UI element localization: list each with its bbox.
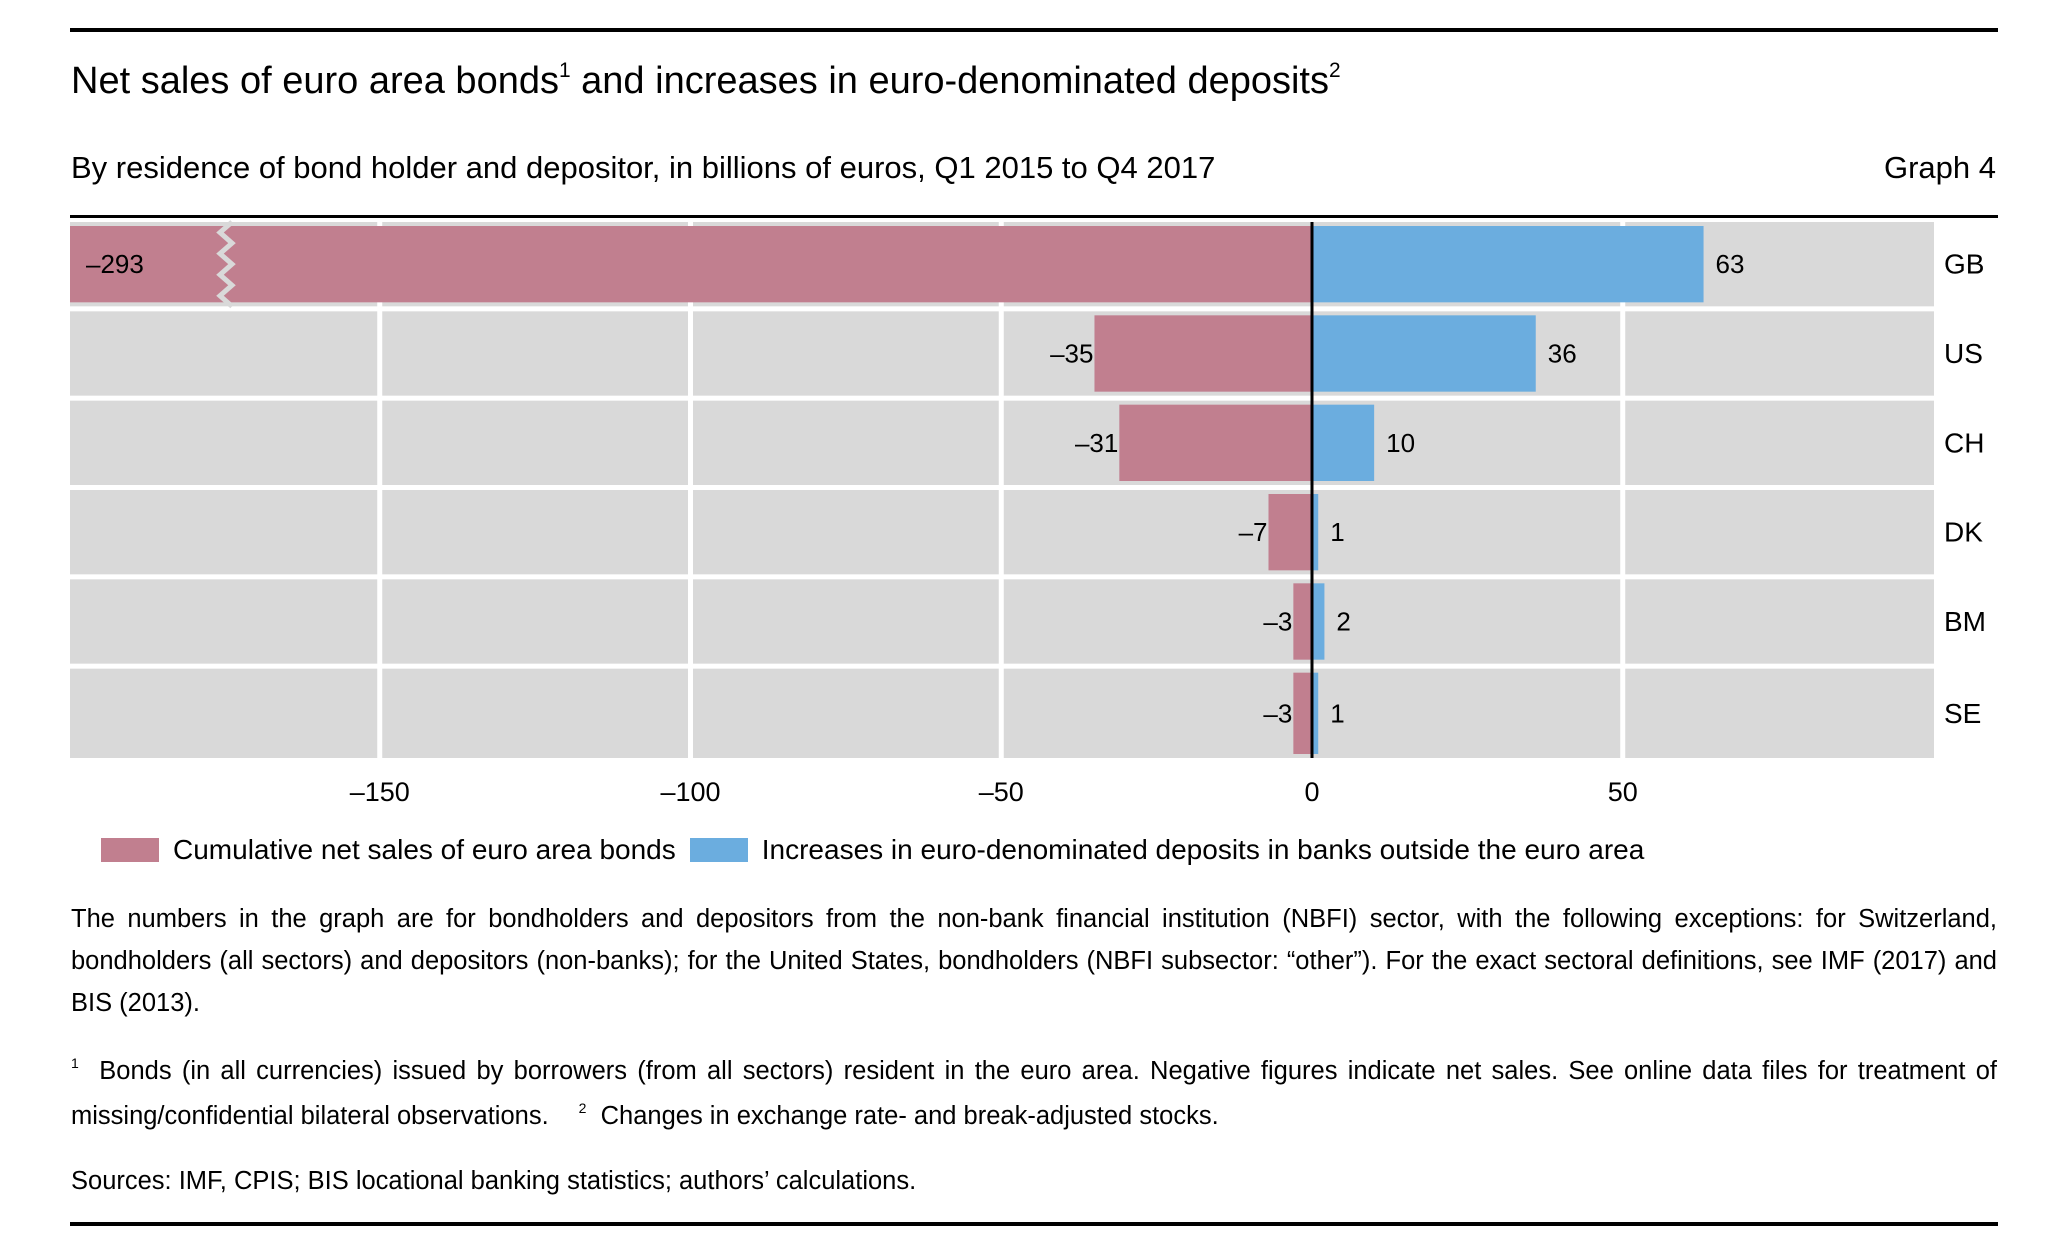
bar-ch-bond-sales <box>1119 404 1312 481</box>
gridline <box>377 222 383 758</box>
legend-label-deposits: Increases in euro-denominated deposits i… <box>761 834 1645 865</box>
title-footnote-mark-2: 2 <box>1328 59 1341 83</box>
zero-axis-line <box>1310 222 1314 758</box>
gridline <box>998 222 1004 758</box>
data-label: 2 <box>1336 607 1350 637</box>
bar-ch-deposits <box>1312 404 1375 481</box>
bar-dk-deposits <box>1312 494 1319 571</box>
chart-legend: Cumulative net sales of euro area bonds I… <box>101 835 1658 865</box>
bar-us-bond-sales <box>1094 315 1312 392</box>
title-text-part1: Net sales of euro area bonds <box>71 60 559 102</box>
x-tick-label: –150 <box>350 777 410 807</box>
bar-bm-deposits <box>1312 583 1325 660</box>
x-tick-label: –100 <box>660 777 720 807</box>
category-label-dk: DK <box>1944 517 1983 548</box>
data-label: 1 <box>1330 517 1344 547</box>
data-label: –3 <box>1263 698 1292 728</box>
category-label-us: US <box>1944 338 1983 369</box>
category-label-gb: GB <box>1944 249 1984 280</box>
bar-gb-bond-sales <box>70 226 1312 303</box>
x-tick-label: 50 <box>1608 777 1638 807</box>
data-label: –3 <box>1263 607 1292 637</box>
footnote-mark-1: 1 <box>71 1055 79 1072</box>
bottom-rule <box>70 1222 1998 1226</box>
footnote-1: Bonds (in all currencies) issued by borr… <box>71 1057 1997 1130</box>
legend-item-deposits: Increases in euro-denominated deposits i… <box>689 834 1645 865</box>
x-tick-label: 0 <box>1304 777 1319 807</box>
category-label-se: SE <box>1944 698 1981 729</box>
chart-subtitle: By residence of bond holder and deposito… <box>71 150 1216 185</box>
x-tick-label: –50 <box>979 777 1024 807</box>
footnote-mark-2: 2 <box>578 1100 587 1117</box>
category-label-bm: BM <box>1944 606 1986 637</box>
data-label: –31 <box>1075 428 1118 458</box>
data-label: 36 <box>1548 339 1577 369</box>
data-label: 10 <box>1386 428 1415 458</box>
legend-item-bond-sales: Cumulative net sales of euro area bonds <box>101 835 676 865</box>
category-label-ch: CH <box>1944 427 1984 458</box>
legend-swatch-deposits <box>689 837 748 862</box>
bar-chart: –293 63 GB–35 36 US–31 10 CH–7 1 DK–3 2 BM–3 1 SE–15… <box>70 220 1986 807</box>
data-label: 63 <box>1716 249 1745 279</box>
chart-title: Net sales of euro area bonds1 and increa… <box>71 59 1341 102</box>
bar-us-deposits <box>1312 315 1536 392</box>
bar-se-bond-sales <box>1293 672 1312 754</box>
top-rule <box>70 28 1998 32</box>
gridline <box>1620 222 1626 758</box>
header-rule <box>70 215 1998 218</box>
bar-bm-bond-sales <box>1293 583 1312 660</box>
footnote-2: Changes in exchange rate- and break-adju… <box>600 1102 1219 1130</box>
sources-note: Sources: IMF, CPIS; BIS locational banki… <box>71 1167 917 1195</box>
legend-swatch-bond-sales <box>101 837 159 862</box>
gridline <box>687 222 693 758</box>
data-label: 1 <box>1330 698 1344 728</box>
data-label: –35 <box>1050 339 1093 369</box>
axis-break-icon <box>216 220 236 309</box>
bar-dk-bond-sales <box>1268 494 1312 571</box>
title-footnote-mark-1: 1 <box>558 59 571 83</box>
title-text-part2: and increases in euro-denominated deposi… <box>570 60 1329 102</box>
graph-number: Graph 4 <box>1883 150 1996 185</box>
data-label: –7 <box>1239 517 1268 547</box>
notes-paragraph: The numbers in the graph are for bondhol… <box>71 905 1997 1017</box>
footnotes: 1 Bonds (in all currencies) issued by bo… <box>71 1050 1997 1140</box>
bar-gb-deposits <box>1312 226 1704 303</box>
data-label: –293 <box>86 249 144 279</box>
bar-se-deposits <box>1312 672 1319 754</box>
legend-label-bond-sales: Cumulative net sales of euro area bonds <box>173 834 676 865</box>
